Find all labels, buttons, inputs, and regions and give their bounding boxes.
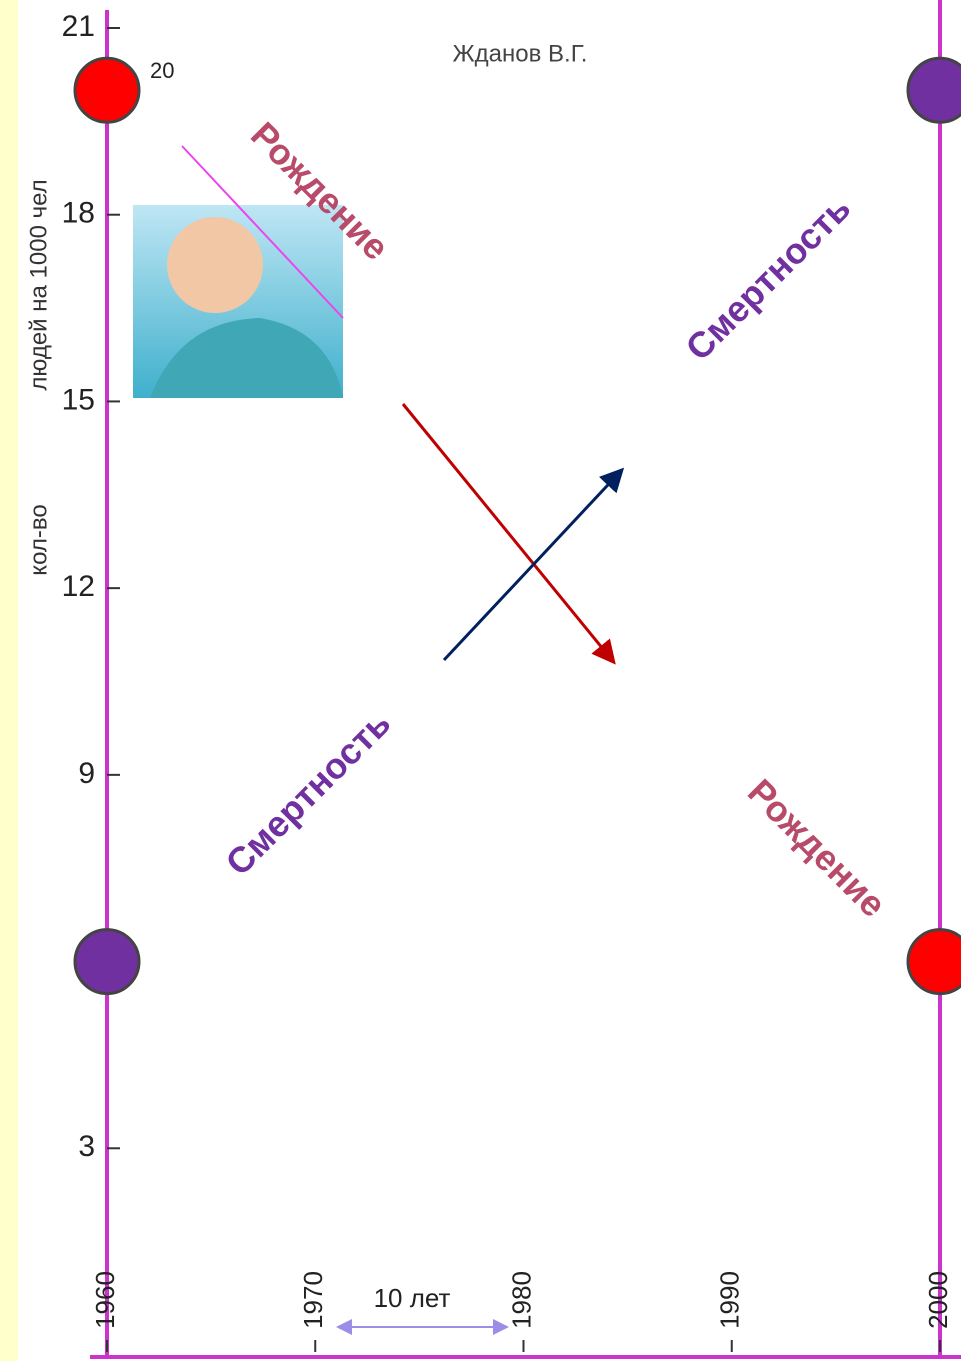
data-point [908, 930, 961, 994]
y-axis-label: людей на 1000 чел [25, 179, 52, 390]
x-tick-label: 1970 [298, 1271, 328, 1329]
arrow-up [444, 472, 620, 660]
series-label: Смертность [677, 187, 858, 368]
y-tick-label: 15 [62, 383, 95, 416]
y-tick-label: 3 [78, 1130, 95, 1163]
arrow-down [403, 404, 612, 660]
data-label: 20 [150, 58, 174, 83]
y-tick-label: 9 [78, 757, 95, 790]
x-tick-label: 1980 [506, 1271, 536, 1329]
data-point [75, 930, 139, 994]
chart: Жданов В.Г. кол-во людей на 1000 чел 20 … [0, 0, 961, 1361]
x-tick-label: 2000 [923, 1271, 953, 1329]
y-tick-label: 12 [62, 570, 95, 603]
x-tick-label: 1960 [90, 1271, 120, 1329]
y-tick-label: 18 [62, 197, 95, 230]
data-point [75, 58, 139, 122]
series-label: Рождение [740, 771, 894, 925]
y-axis-label: кол-во [25, 504, 52, 575]
annotation: 10 лет [374, 1283, 451, 1313]
y-tick-label: 21 [62, 10, 95, 43]
baby-photo [133, 205, 343, 398]
side-strip [0, 0, 18, 1361]
data-point [908, 58, 961, 122]
chart-title: Жданов В.Г. [453, 40, 588, 67]
x-tick-label: 1990 [715, 1271, 745, 1329]
series-label: Смертность [217, 702, 398, 883]
